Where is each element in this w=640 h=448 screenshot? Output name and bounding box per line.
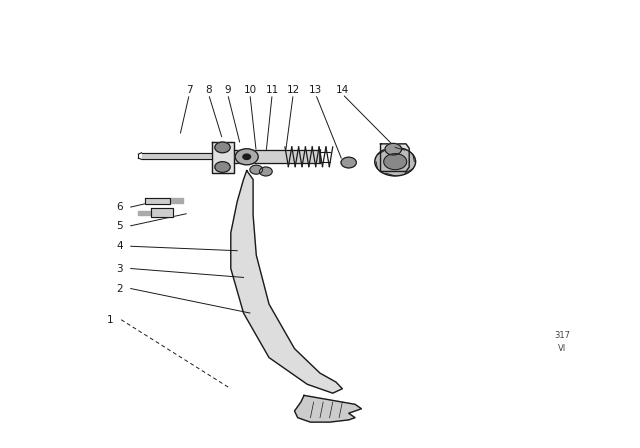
Circle shape (375, 147, 415, 176)
Polygon shape (231, 171, 342, 393)
Circle shape (384, 154, 406, 170)
Text: 317: 317 (554, 331, 570, 340)
Text: 4: 4 (116, 241, 123, 251)
Circle shape (341, 157, 356, 168)
Polygon shape (212, 142, 234, 173)
Text: 2: 2 (116, 284, 123, 293)
Circle shape (385, 143, 401, 155)
Text: 10: 10 (243, 86, 257, 95)
Polygon shape (381, 144, 409, 172)
Circle shape (259, 167, 272, 176)
Text: 8: 8 (205, 86, 212, 95)
Text: VI: VI (558, 344, 566, 353)
Polygon shape (145, 198, 170, 204)
Polygon shape (151, 208, 173, 217)
Text: 1: 1 (106, 315, 113, 325)
Text: 5: 5 (116, 221, 123, 231)
Circle shape (250, 165, 262, 174)
Text: 3: 3 (116, 263, 123, 274)
Text: 7: 7 (186, 86, 193, 95)
Circle shape (243, 154, 250, 159)
Text: 14: 14 (335, 86, 349, 95)
Text: 11: 11 (266, 86, 279, 95)
Circle shape (236, 149, 258, 165)
Polygon shape (294, 396, 362, 422)
Text: 6: 6 (116, 202, 123, 212)
Circle shape (215, 142, 230, 153)
Text: 9: 9 (224, 86, 231, 95)
Text: 13: 13 (309, 86, 322, 95)
Circle shape (215, 162, 230, 172)
Text: 12: 12 (287, 86, 300, 95)
